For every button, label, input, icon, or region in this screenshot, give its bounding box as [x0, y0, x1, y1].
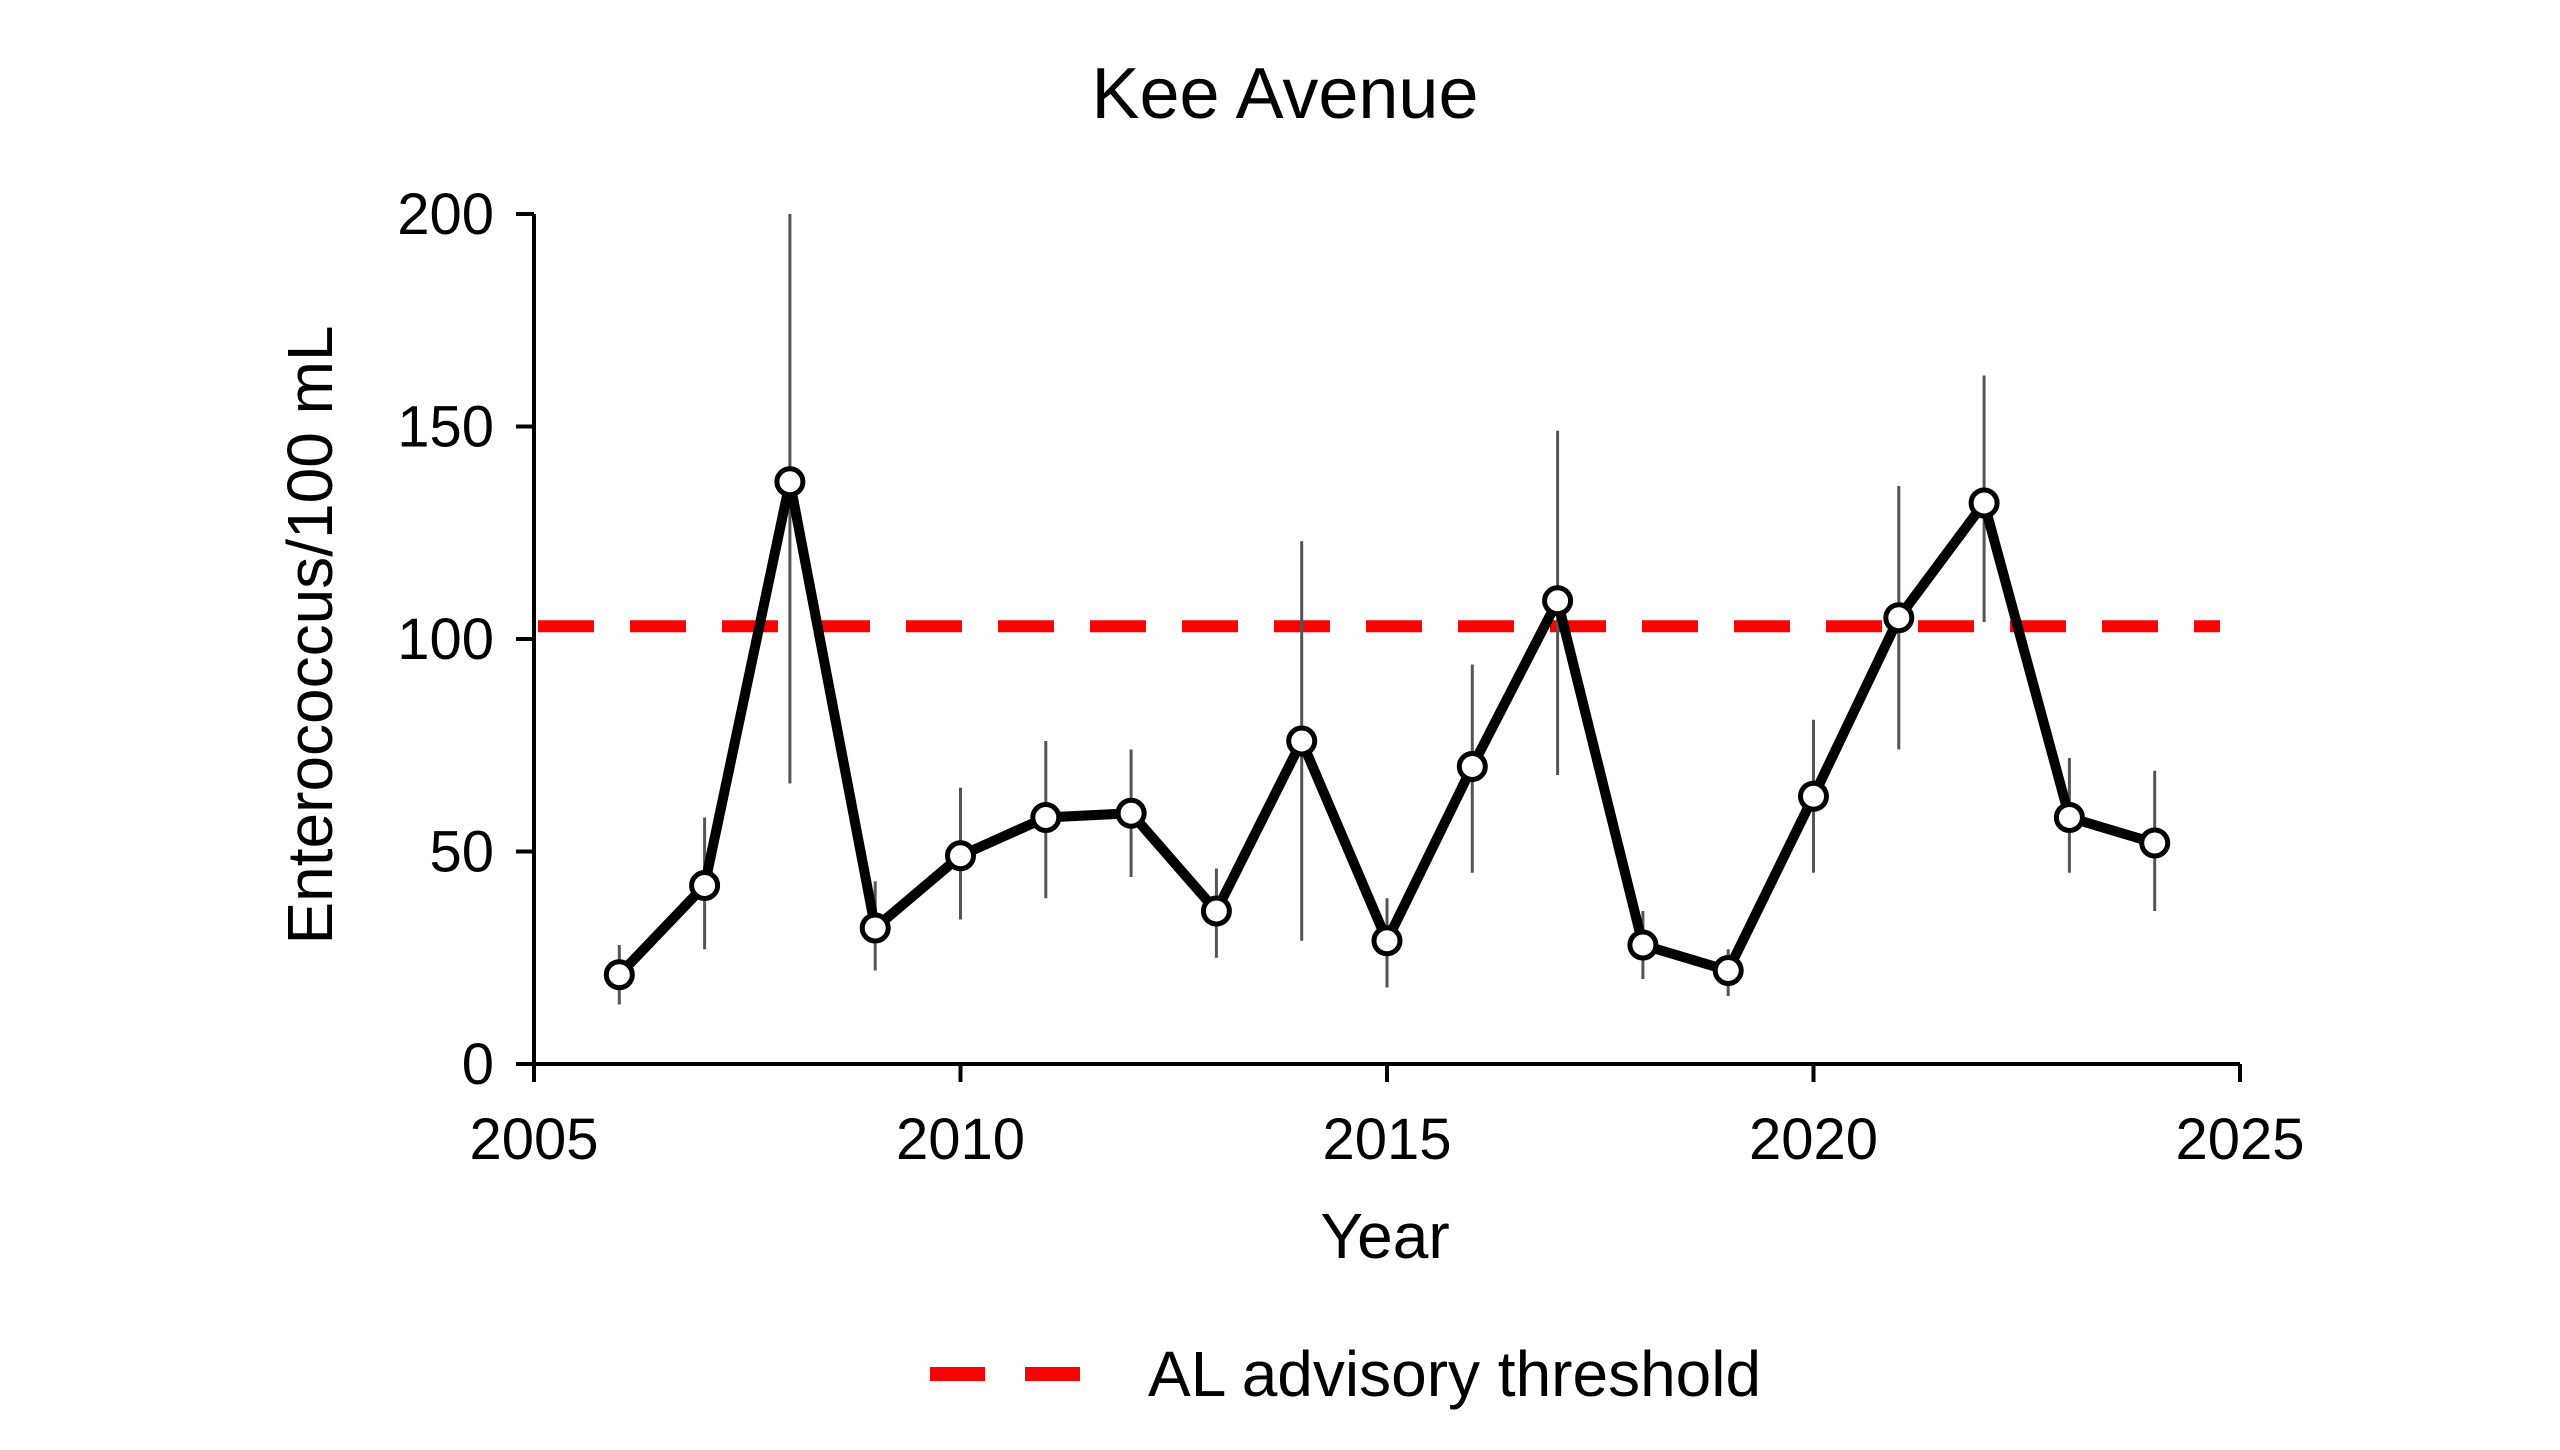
y-tick-label: 50 [429, 820, 494, 885]
data-point [859, 912, 891, 944]
chart-title: Kee Avenue [1091, 54, 1478, 134]
y-axis-label: Enterococcus/100 mL [274, 326, 346, 945]
x-tick-label: 2025 [2175, 1107, 2304, 1172]
data-point [1712, 955, 1744, 986]
y-tick-label: 200 [397, 182, 494, 247]
data-point [689, 870, 721, 901]
data-point [2139, 827, 2171, 859]
legend-threshold-label: AL advisory threshold [1148, 1338, 1761, 1410]
data-point [1286, 725, 1318, 757]
data-point [603, 959, 635, 991]
data-point [1883, 602, 1915, 634]
y-tick-label: 100 [397, 607, 494, 672]
data-point [1456, 751, 1488, 782]
data-point [2053, 802, 2085, 833]
data-point [1030, 802, 1062, 833]
data-point [774, 466, 806, 498]
data-point [1627, 929, 1659, 961]
data-point [1798, 780, 1829, 812]
data-point [1542, 585, 1574, 617]
x-tick-label: 2020 [1749, 1107, 1878, 1172]
legend: AL advisory threshold [930, 1338, 1761, 1410]
x-axis-label: Year [1320, 1200, 1449, 1272]
data-point [945, 840, 976, 872]
y-tick-label: 150 [397, 395, 494, 460]
plot-area: 0 50 100 150 200 2005 2010 2015 2020 2025 [397, 182, 2304, 1172]
data-point [1200, 895, 1232, 927]
data-point [1371, 925, 1403, 957]
data-point [1115, 797, 1147, 829]
data-point [1968, 487, 2000, 519]
y-tick-label: 0 [462, 1032, 494, 1097]
x-tick-label: 2015 [1322, 1107, 1451, 1172]
x-tick-label: 2005 [469, 1107, 598, 1172]
x-tick-label: 2010 [896, 1107, 1025, 1172]
